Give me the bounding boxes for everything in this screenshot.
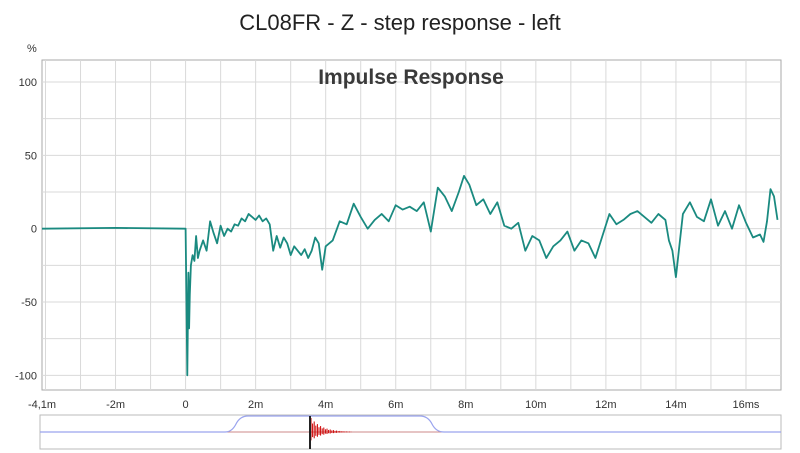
y-tick-label: 100 [19, 77, 37, 89]
x-tick-label: -2m [106, 399, 125, 411]
chart-title: CL08FR - Z - step response - left [239, 10, 561, 35]
x-tick-label: 0 [183, 399, 189, 411]
series-group [41, 174, 779, 377]
series-line [41, 174, 779, 377]
y-tick-label: -50 [21, 297, 37, 309]
y-tick-label: -100 [15, 370, 37, 382]
y-axis-unit-label: % [27, 43, 37, 55]
y-tick-label: 0 [31, 224, 37, 236]
x-tick-label: 14m [665, 399, 686, 411]
overview-window-envelope [40, 415, 781, 433]
y-axis-ticks: 100 50 0 -50 -100 [15, 77, 37, 382]
x-tick-label: 10m [525, 399, 546, 411]
x-tick-label: 12m [595, 399, 616, 411]
x-axis-ticks: -4,1m -2m 0 2m 4m 6m 8m 10m 12m 14m 16ms [28, 399, 760, 411]
x-tick-label: 4m [318, 399, 333, 411]
chart-subtitle: Impulse Response [318, 66, 504, 89]
x-tick-label: -4,1m [28, 399, 56, 411]
x-tick-label: 8m [458, 399, 473, 411]
overview-strip[interactable] [39, 414, 782, 450]
y-tick-label: 50 [25, 150, 37, 162]
plot-area: -4,1m -2m 0 2m 4m 6m 8m 10m 12m 14m 16ms 100 50 0 -50… [15, 59, 782, 411]
x-tick-label: 16ms [733, 399, 760, 411]
plot-frame [41, 59, 782, 391]
x-tick-label: 2m [248, 399, 263, 411]
x-tick-label: 6m [388, 399, 403, 411]
grid-lines [42, 60, 781, 390]
